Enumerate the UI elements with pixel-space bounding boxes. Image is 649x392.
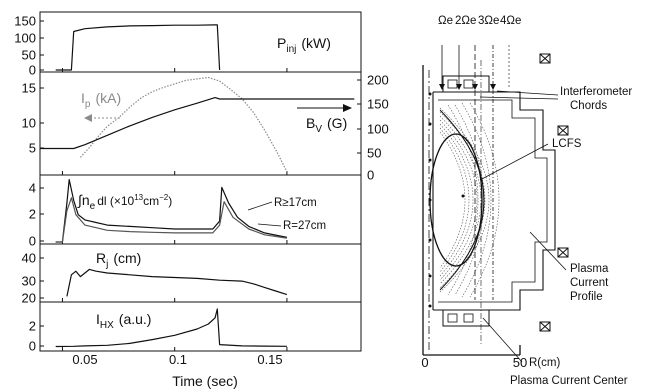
panel-label-ihx: IHX (a.u.) xyxy=(96,311,151,331)
series-line xyxy=(55,179,288,243)
y-tick-label-right: 200 xyxy=(367,73,389,88)
harmonic-label: Ωe xyxy=(438,15,453,27)
annotation-r17: R≥17cm xyxy=(274,197,317,209)
panel-frame xyxy=(39,243,362,303)
ip-axis-arrow xyxy=(84,114,120,122)
harmonic-label: 4Ωe xyxy=(500,15,521,27)
series-line xyxy=(55,197,287,243)
interferometer-label: Interferometer xyxy=(560,86,632,98)
r-tick-label: 0 xyxy=(421,355,428,370)
series-line xyxy=(55,308,287,348)
y-tick-label: 5 xyxy=(29,141,36,156)
y-tick-label: 150 xyxy=(14,14,36,29)
annotation-pointer xyxy=(247,201,273,211)
r-axis-unit: R(cm) xyxy=(529,357,560,369)
r-tick-label: 50 xyxy=(513,355,527,370)
y-tick-label: 100 xyxy=(14,31,36,46)
y-tick-label: 15 xyxy=(22,81,36,96)
x-tick-label: 0.15 xyxy=(257,352,282,367)
lcfs-label: LCFS xyxy=(552,138,582,150)
annotation-pointer xyxy=(257,223,282,227)
x-axis: 0.05 0.1 0.15 Time (sec) xyxy=(72,352,282,389)
y-tick-label-right: 150 xyxy=(367,97,389,112)
harmonic-label: 2Ωe xyxy=(455,15,476,27)
y-tick-label: 0 xyxy=(29,339,36,354)
bv-axis-arrow xyxy=(297,104,352,112)
panel-label-pinj: Pinj (kW) xyxy=(277,35,331,55)
y-tick-label: 30 xyxy=(22,274,36,289)
series-line xyxy=(40,97,355,150)
panel-label-rj: Rj (cm) xyxy=(96,250,141,270)
series-line xyxy=(79,76,288,172)
center-label: Plasma Current Center xyxy=(510,375,628,387)
interferometer-label: Chords xyxy=(570,100,607,112)
lcfs-boundary xyxy=(429,133,483,267)
annotation-r27: R=27cm xyxy=(283,220,326,232)
panel-frame xyxy=(39,174,362,245)
x-tick-label: 0.05 xyxy=(72,352,97,367)
series-line xyxy=(66,268,288,297)
y-tick-label: 40 xyxy=(22,251,36,266)
panel-frame xyxy=(39,301,362,352)
y-tick-label: 0 xyxy=(29,234,36,249)
harmonic-label: 3Ωe xyxy=(478,15,499,27)
y-tick-label-right: 100 xyxy=(367,122,389,137)
x-axis-label: Time (sec) xyxy=(172,373,238,389)
y-tick-label: 2 xyxy=(29,319,36,334)
panel-label-ne: ∫ne dl (×1013cm−2) xyxy=(77,192,172,212)
y-tick-label: 10 xyxy=(22,116,36,131)
panel-label-ip: Ip (kA) xyxy=(81,90,121,110)
panel-label-bv: BV (G) xyxy=(306,115,347,135)
y-tick-label-right: 50 xyxy=(367,146,381,161)
profile-label: Profile xyxy=(570,291,603,303)
device-diagram xyxy=(422,45,569,363)
y-tick-label: 20 xyxy=(22,291,36,306)
series-line xyxy=(55,24,221,71)
y-tick-label: 2 xyxy=(29,207,36,222)
y-tick-label-right: 0 xyxy=(367,168,374,183)
x-tick-label: 0.1 xyxy=(169,352,187,367)
y-tick-label: 0 xyxy=(29,63,36,78)
profile-label: Plasma xyxy=(570,263,609,275)
y-tick-label: 4 xyxy=(29,181,36,196)
y-tick-label: 50 xyxy=(22,48,36,63)
profile-label: Current xyxy=(570,277,609,289)
